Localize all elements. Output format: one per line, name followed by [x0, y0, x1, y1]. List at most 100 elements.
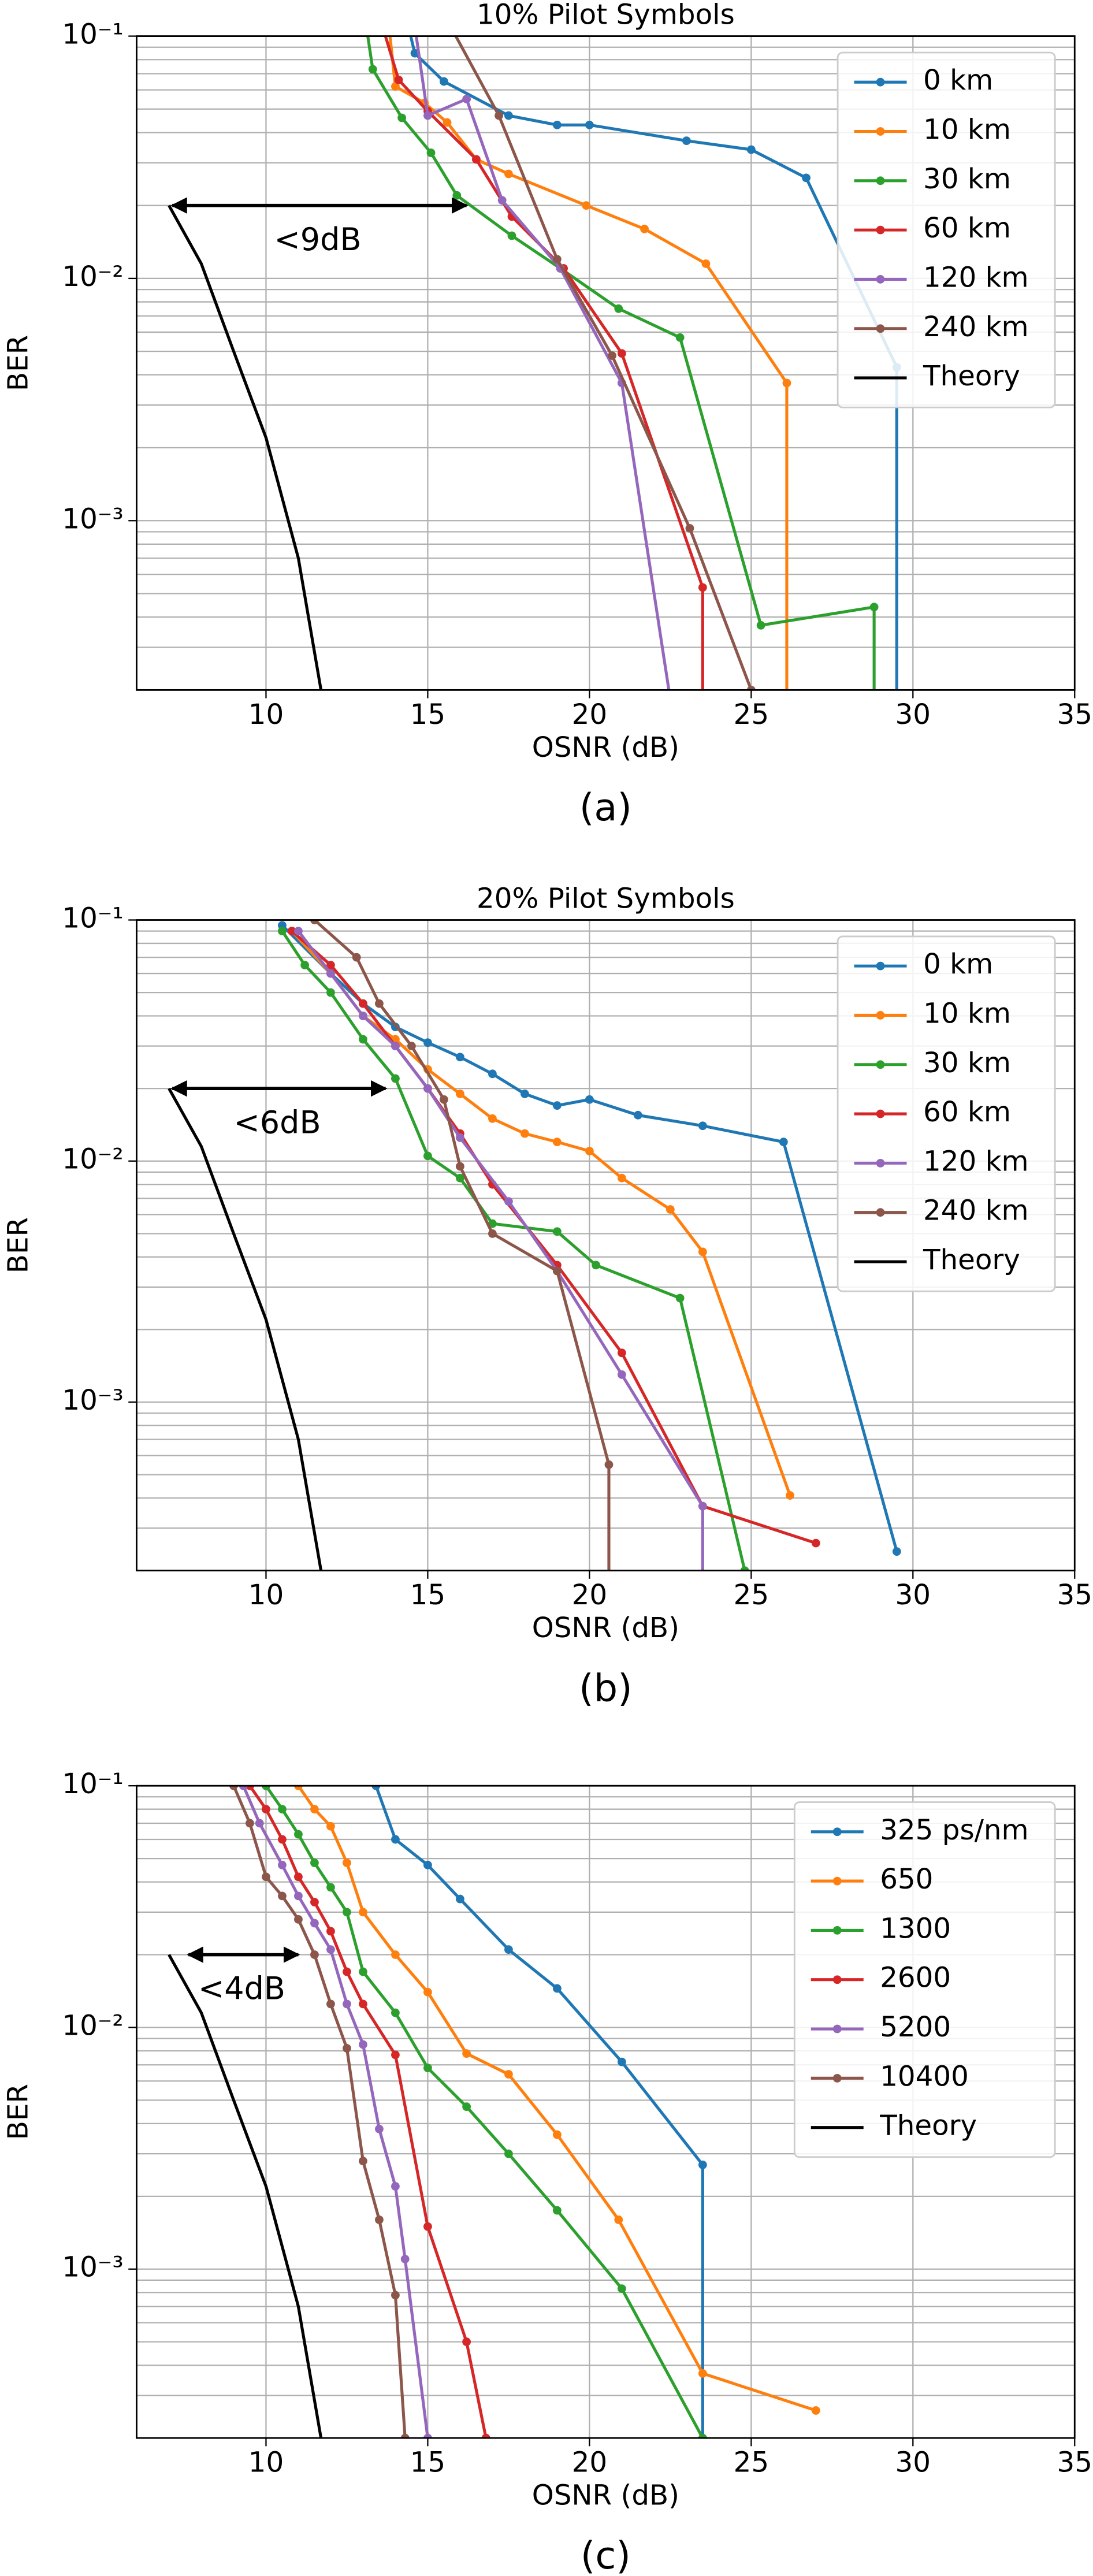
data-point: [359, 1035, 367, 1044]
legend-label: 120 km: [923, 261, 1029, 293]
data-point: [675, 333, 685, 342]
data-point: [552, 1101, 562, 1110]
data-point: [617, 1370, 626, 1379]
legend: 0 km 10 km 30 km 60 km 120 km 240 km Theory: [837, 935, 1056, 1292]
legend-label: 1300: [880, 1912, 951, 1945]
data-point: [423, 111, 432, 120]
data-point: [497, 196, 507, 205]
data-point: [504, 169, 513, 179]
legend-label: 30 km: [923, 163, 1011, 195]
data-point: [617, 2057, 626, 2066]
data-point: [608, 351, 616, 360]
data-point: [782, 378, 791, 388]
data-point: [452, 191, 462, 200]
legend-label: 5200: [880, 2011, 951, 2043]
legend-marker: [876, 77, 885, 87]
chart-title: 10% Pilot Symbols: [477, 0, 735, 31]
legend-label: Theory: [879, 2110, 977, 2142]
series-line: [281, 924, 898, 1552]
x-tick-label: 30: [895, 2447, 931, 2479]
data-point: [423, 1860, 432, 1869]
data-point: [552, 255, 562, 264]
legend-label: 10400: [880, 2060, 969, 2092]
data-point: [472, 155, 481, 164]
caption: (b): [579, 1666, 633, 1710]
data-point: [262, 1805, 270, 1814]
legend-marker: [876, 1208, 885, 1217]
caption: (a): [579, 786, 632, 830]
data-point: [300, 961, 310, 969]
data-point: [378, 22, 387, 31]
x-tick-label: 20: [572, 698, 607, 731]
data-point: [488, 1114, 497, 1123]
data-point: [294, 1915, 303, 1924]
legend-marker: [832, 1926, 842, 1935]
data-point: [585, 1147, 594, 1155]
legend-marker: [832, 1975, 842, 1984]
data-point: [462, 95, 471, 103]
legend-box: [837, 935, 1056, 1292]
data-point: [423, 1151, 432, 1161]
plot-area: [168, 22, 901, 767]
data-point: [746, 685, 756, 690]
data-point: [359, 1999, 367, 2009]
x-axis-label: OSNR (dB): [532, 2480, 679, 2512]
data-point: [592, 1261, 600, 1270]
legend-label: 0 km: [923, 948, 993, 980]
legend-label: 10 km: [923, 114, 1011, 146]
y-tick-label: 10⁻²: [62, 2009, 123, 2042]
data-point: [521, 1090, 529, 1098]
data-point: [310, 1805, 319, 1814]
data-point: [262, 1786, 270, 1790]
data-point: [391, 1835, 400, 1844]
legend-label: 30 km: [923, 1047, 1011, 1079]
data-point: [404, 22, 412, 31]
data-point: [892, 1547, 901, 1556]
series-line: [232, 1786, 407, 2439]
x-tick-label: 25: [734, 698, 769, 731]
data-point: [375, 2215, 384, 2224]
data-point: [375, 2124, 384, 2133]
data-point: [481, 2433, 490, 2439]
data-point: [278, 1860, 287, 1869]
data-point: [423, 2222, 432, 2231]
data-point: [343, 1999, 351, 2009]
data-point: [779, 1138, 788, 1147]
legend-label: 10 km: [923, 997, 1011, 1029]
data-point: [504, 2070, 513, 2079]
y-tick-label: 10⁻²: [62, 1143, 123, 1176]
x-tick-label: 15: [410, 2447, 446, 2479]
data-point: [294, 1830, 303, 1839]
data-point: [617, 1348, 626, 1358]
data-point: [391, 1950, 400, 1959]
y-tick-label: 10⁻³: [62, 503, 123, 535]
data-point: [326, 1927, 335, 1936]
data-point: [504, 2149, 513, 2158]
data-point: [633, 1110, 642, 1120]
y-tick-label: 10⁻³: [62, 1384, 123, 1417]
series-line: [168, 205, 323, 690]
legend-marker: [876, 225, 885, 235]
data-point: [783, 759, 791, 767]
legend: 325 ps/nm 650 1300 2600 5200 10400 Theory: [793, 1801, 1056, 2158]
legend-label: 240 km: [923, 311, 1029, 343]
data-point: [640, 224, 649, 233]
annotation-text: <4dB: [198, 1971, 285, 2007]
data-point: [604, 1460, 614, 1469]
data-point: [326, 1883, 335, 1892]
data-point: [368, 65, 377, 74]
data-point: [698, 2160, 707, 2169]
data-point: [811, 1538, 820, 1548]
y-tick-label: 10⁻¹: [62, 1768, 123, 1800]
data-point: [870, 759, 879, 767]
legend-box: [793, 1801, 1056, 2158]
data-point: [278, 927, 287, 935]
data-point: [278, 1835, 287, 1844]
data-point: [359, 1967, 367, 1976]
data-point: [400, 2433, 410, 2439]
annotation-text: <6dB: [234, 1104, 321, 1140]
series-line: [374, 1786, 704, 2439]
data-point: [391, 1074, 400, 1083]
data-point: [756, 620, 765, 630]
